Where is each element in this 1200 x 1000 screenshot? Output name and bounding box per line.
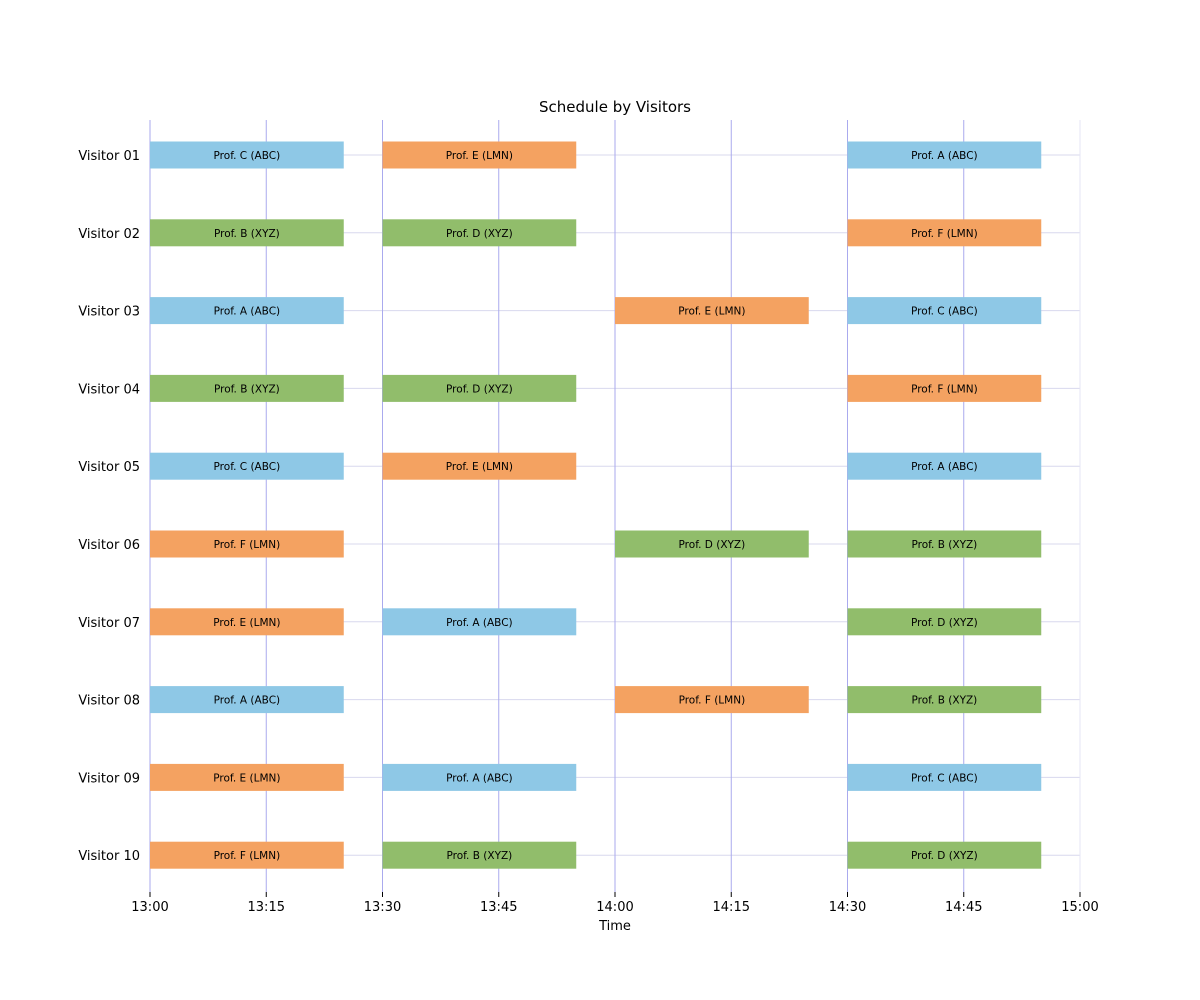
meeting-label: Prof. E (LMN) [213,772,280,784]
meeting-label: Prof. D (XYZ) [446,228,513,240]
y-tick-label: Visitor 07 [78,616,140,631]
meeting-label: Prof. D (XYZ) [911,850,978,862]
meeting-bar [382,763,577,791]
meeting-label: Prof. E (LMN) [678,306,745,318]
meeting-bar [847,297,1042,325]
meeting-bar [847,141,1042,169]
x-tick-label: 14:45 [945,900,982,915]
meeting-bar [382,219,577,247]
meeting-label: Prof. A (ABC) [911,461,978,473]
meeting-label: Prof. D (XYZ) [911,617,978,629]
meeting-bar [382,608,577,636]
meeting-label: Prof. F (LMN) [214,539,281,551]
meeting-label: Prof. D (XYZ) [679,539,746,551]
meeting-bar [847,608,1042,636]
x-tick-label: 14:00 [596,900,633,915]
x-axis-ticks: 13:00 13:15 13:30 13:45 14:00 14:15 14:30 14:45… [131,892,1099,915]
meeting-label: Prof. C (ABC) [911,306,978,318]
meeting-label: Prof. F (LMN) [911,383,978,395]
meeting-label: Prof. D (XYZ) [446,383,513,395]
meeting-bar [847,374,1042,402]
meeting-label: Prof. E (LMN) [446,461,513,473]
y-tick-label: Visitor 08 [78,694,140,709]
meeting-bar [382,141,577,169]
y-tick-label: Visitor 03 [78,305,140,320]
meeting-label: Prof. C (ABC) [911,772,978,784]
meeting-label: Prof. C (ABC) [214,461,281,473]
x-tick-label: 15:00 [1061,900,1098,915]
x-axis-label: Time [598,919,631,934]
meeting-label: Prof. B (XYZ) [911,695,977,707]
meeting-label: Prof. B (XYZ) [214,228,280,240]
meeting-label: Prof. A (ABC) [911,150,978,162]
meeting-bar [150,452,344,480]
meeting-bar [150,374,344,402]
meeting-bar [150,841,344,869]
meeting-bar [615,686,809,714]
y-tick-label: Visitor 10 [78,849,140,864]
meeting-bar [382,374,577,402]
meeting-bar [150,686,344,714]
bar-layer: Prof. C (ABC) Prof. E (LMN) Prof. A (ABC) P… [150,141,1042,869]
y-tick-label: Visitor 01 [78,149,140,164]
meeting-bar [150,608,344,636]
meeting-bar [382,841,577,869]
y-tick-label: Visitor 06 [78,538,140,553]
x-tick-label: 13:45 [480,900,517,915]
meeting-bar [847,452,1042,480]
meeting-bar [847,686,1042,714]
meeting-bar [847,763,1042,791]
meeting-bar [847,219,1042,247]
x-tick-label: 14:15 [713,900,750,915]
x-tick-label: 13:15 [248,900,285,915]
meeting-bar [150,763,344,791]
meeting-label: Prof. F (LMN) [911,228,978,240]
x-tick-label: 13:30 [364,900,401,915]
meeting-bar [150,141,344,169]
meeting-label: Prof. C (ABC) [214,150,281,162]
y-tick-label: Visitor 09 [78,771,140,786]
meeting-label: Prof. B (XYZ) [214,383,280,395]
meeting-label: Prof. A (ABC) [214,695,281,707]
chart-title: Schedule by Visitors [539,98,691,116]
meeting-bar [150,530,344,558]
meeting-label: Prof. A (ABC) [446,617,513,629]
meeting-bar [150,297,344,325]
meeting-label: Prof. A (ABC) [446,772,513,784]
meeting-bar [847,530,1042,558]
meeting-bar [847,841,1042,869]
meeting-label: Prof. A (ABC) [214,306,281,318]
meeting-label: Prof. F (LMN) [679,695,746,707]
meeting-label: Prof. F (LMN) [214,850,281,862]
meeting-label: Prof. E (LMN) [213,617,280,629]
y-tick-label: Visitor 05 [78,460,140,475]
meeting-bar [615,530,809,558]
meeting-bar [382,452,577,480]
y-tick-label: Visitor 04 [78,382,140,397]
meeting-label: Prof. B (XYZ) [911,539,977,551]
meeting-label: Prof. B (XYZ) [446,850,512,862]
meeting-bar [150,219,344,247]
x-tick-label: 14:30 [829,900,866,915]
y-tick-label: Visitor 02 [78,227,140,242]
x-tick-label: 13:00 [131,900,168,915]
y-axis-labels: Visitor 01 Visitor 02 Visitor 03 Visitor 04… [78,149,140,864]
meeting-label: Prof. E (LMN) [446,150,513,162]
meeting-bar [615,297,809,325]
